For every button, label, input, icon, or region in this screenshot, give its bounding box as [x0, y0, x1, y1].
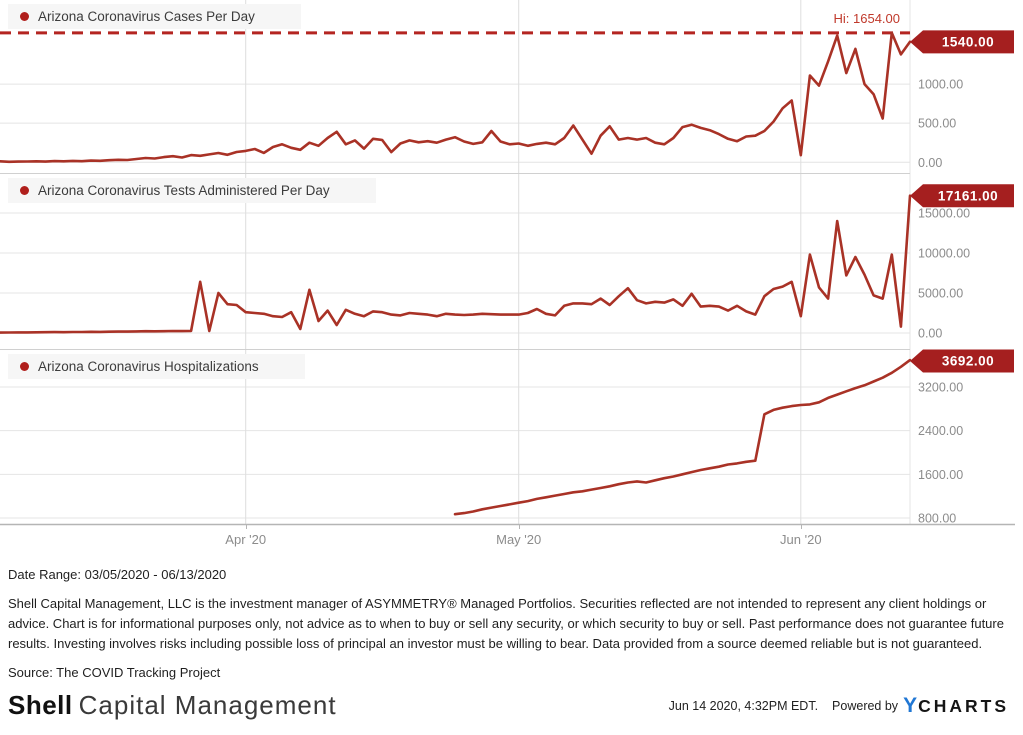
legend-cases: Arizona Coronavirus Cases Per Day — [8, 4, 301, 29]
footer: Date Range: 03/05/2020 - 06/13/2020 Shel… — [0, 555, 1023, 721]
ycharts-y-glyph: Y — [903, 693, 919, 717]
y-tick-label: 5000.00 — [918, 287, 963, 301]
source-label: Source: The COVID Tracking Project — [8, 665, 221, 681]
ycharts-wordmark: CHARTS — [918, 695, 1009, 716]
series-dot-icon — [20, 12, 29, 21]
last-value-tag: 1540.00 — [910, 30, 1014, 54]
logo-capital-management-text: Capital Management — [78, 690, 337, 721]
last-value-tag-shape — [910, 30, 1014, 54]
last-value-tag-shape — [910, 184, 1014, 208]
y-tick-label: 15000.00 — [918, 207, 970, 221]
brand-row: Shell Capital Management Jun 14 2020, 4:3… — [8, 690, 1013, 721]
legend-label-hospitalizations: Arizona Coronavirus Hospitalizations — [38, 359, 259, 374]
last-value-tag-text: 17161.00 — [938, 188, 998, 203]
last-value-tag-text: 1540.00 — [942, 34, 994, 49]
cases-chart: Hi: 1654.00 1000.00 500.00 0.00 1540.00 — [0, 0, 1014, 174]
last-value-tag: 3692.00 — [910, 349, 1014, 373]
x-axis-label: Apr '20 — [225, 532, 267, 547]
y-tick-label: 2400.00 — [918, 424, 963, 438]
panel-cases-per-day: Hi: 1654.00 1000.00 500.00 0.00 1540.00 Ariz… — [0, 0, 1023, 174]
y-tick-label: 0.00 — [918, 327, 942, 341]
disclaimer-text: Shell Capital Management, LLC is the inv… — [8, 596, 1004, 652]
legend-label-tests: Arizona Coronavirus Tests Administered P… — [38, 183, 330, 198]
ycharts-logo: Y CHARTS — [903, 694, 1009, 718]
y-tick-label: 3200.00 — [918, 380, 963, 394]
shell-capital-logo: Shell Capital Management — [8, 690, 337, 721]
y-tick-label: 10000.00 — [918, 247, 970, 261]
last-value-tag-text: 3692.00 — [942, 354, 994, 369]
credit-row: Jun 14 2020, 4:32PM EDT. Powered by Y CHA… — [669, 694, 1013, 718]
legend-tests: Arizona Coronavirus Tests Administered P… — [8, 178, 376, 203]
logo-shell-text: Shell — [8, 690, 73, 721]
last-value-tag: 17161.00 — [910, 184, 1014, 208]
series-dot-icon — [20, 362, 29, 371]
x-axis-tick — [800, 525, 802, 529]
timestamp-label: Jun 14 2020, 4:32PM EDT. — [668, 698, 819, 713]
last-value-tag-shape — [910, 349, 1014, 373]
series-line — [0, 31, 912, 164]
hi-annotation: Hi: 1654.00 — [834, 11, 901, 26]
date-range-label: Date Range: 03/05/2020 - 06/13/2020 — [8, 567, 227, 582]
series-line — [0, 194, 912, 334]
panel-hospitalizations: 3200.00 2400.00 1600.00 800.00 3692.00 Arizo… — [0, 349, 1023, 526]
x-axis-label: May '20 — [496, 532, 542, 547]
y-tick-label: 500.00 — [918, 117, 956, 131]
x-axis-label: Jun '20 — [780, 532, 822, 547]
legend-hospitalizations: Arizona Coronavirus Hospitalizations — [8, 354, 305, 379]
legend-label-cases: Arizona Coronavirus Cases Per Day — [38, 9, 255, 24]
chart-stack: Hi: 1654.00 1000.00 500.00 0.00 1540.00 Ariz… — [0, 0, 1023, 526]
y-tick-label: 0.00 — [918, 156, 942, 170]
x-axis: Apr '20 May '20 Jun '20 — [0, 525, 1023, 555]
powered-by-label: Powered by — [832, 698, 899, 713]
y-tick-label: 1000.00 — [918, 78, 963, 92]
x-axis-tick — [518, 525, 520, 529]
y-tick-label: 1600.00 — [918, 468, 963, 482]
panel-tests-per-day: 15000.00 10000.00 5000.00 0.00 17161.00 Ariz… — [0, 174, 1023, 350]
series-line — [453, 358, 912, 516]
hospitalizations-chart: 3200.00 2400.00 1600.00 800.00 3692.00 — [0, 349, 1015, 526]
tests-chart: 15000.00 10000.00 5000.00 0.00 17161.00 — [0, 174, 1014, 350]
x-axis-tick — [245, 525, 247, 529]
y-tick-label: 800.00 — [918, 512, 956, 526]
series-dot-icon — [20, 186, 29, 195]
